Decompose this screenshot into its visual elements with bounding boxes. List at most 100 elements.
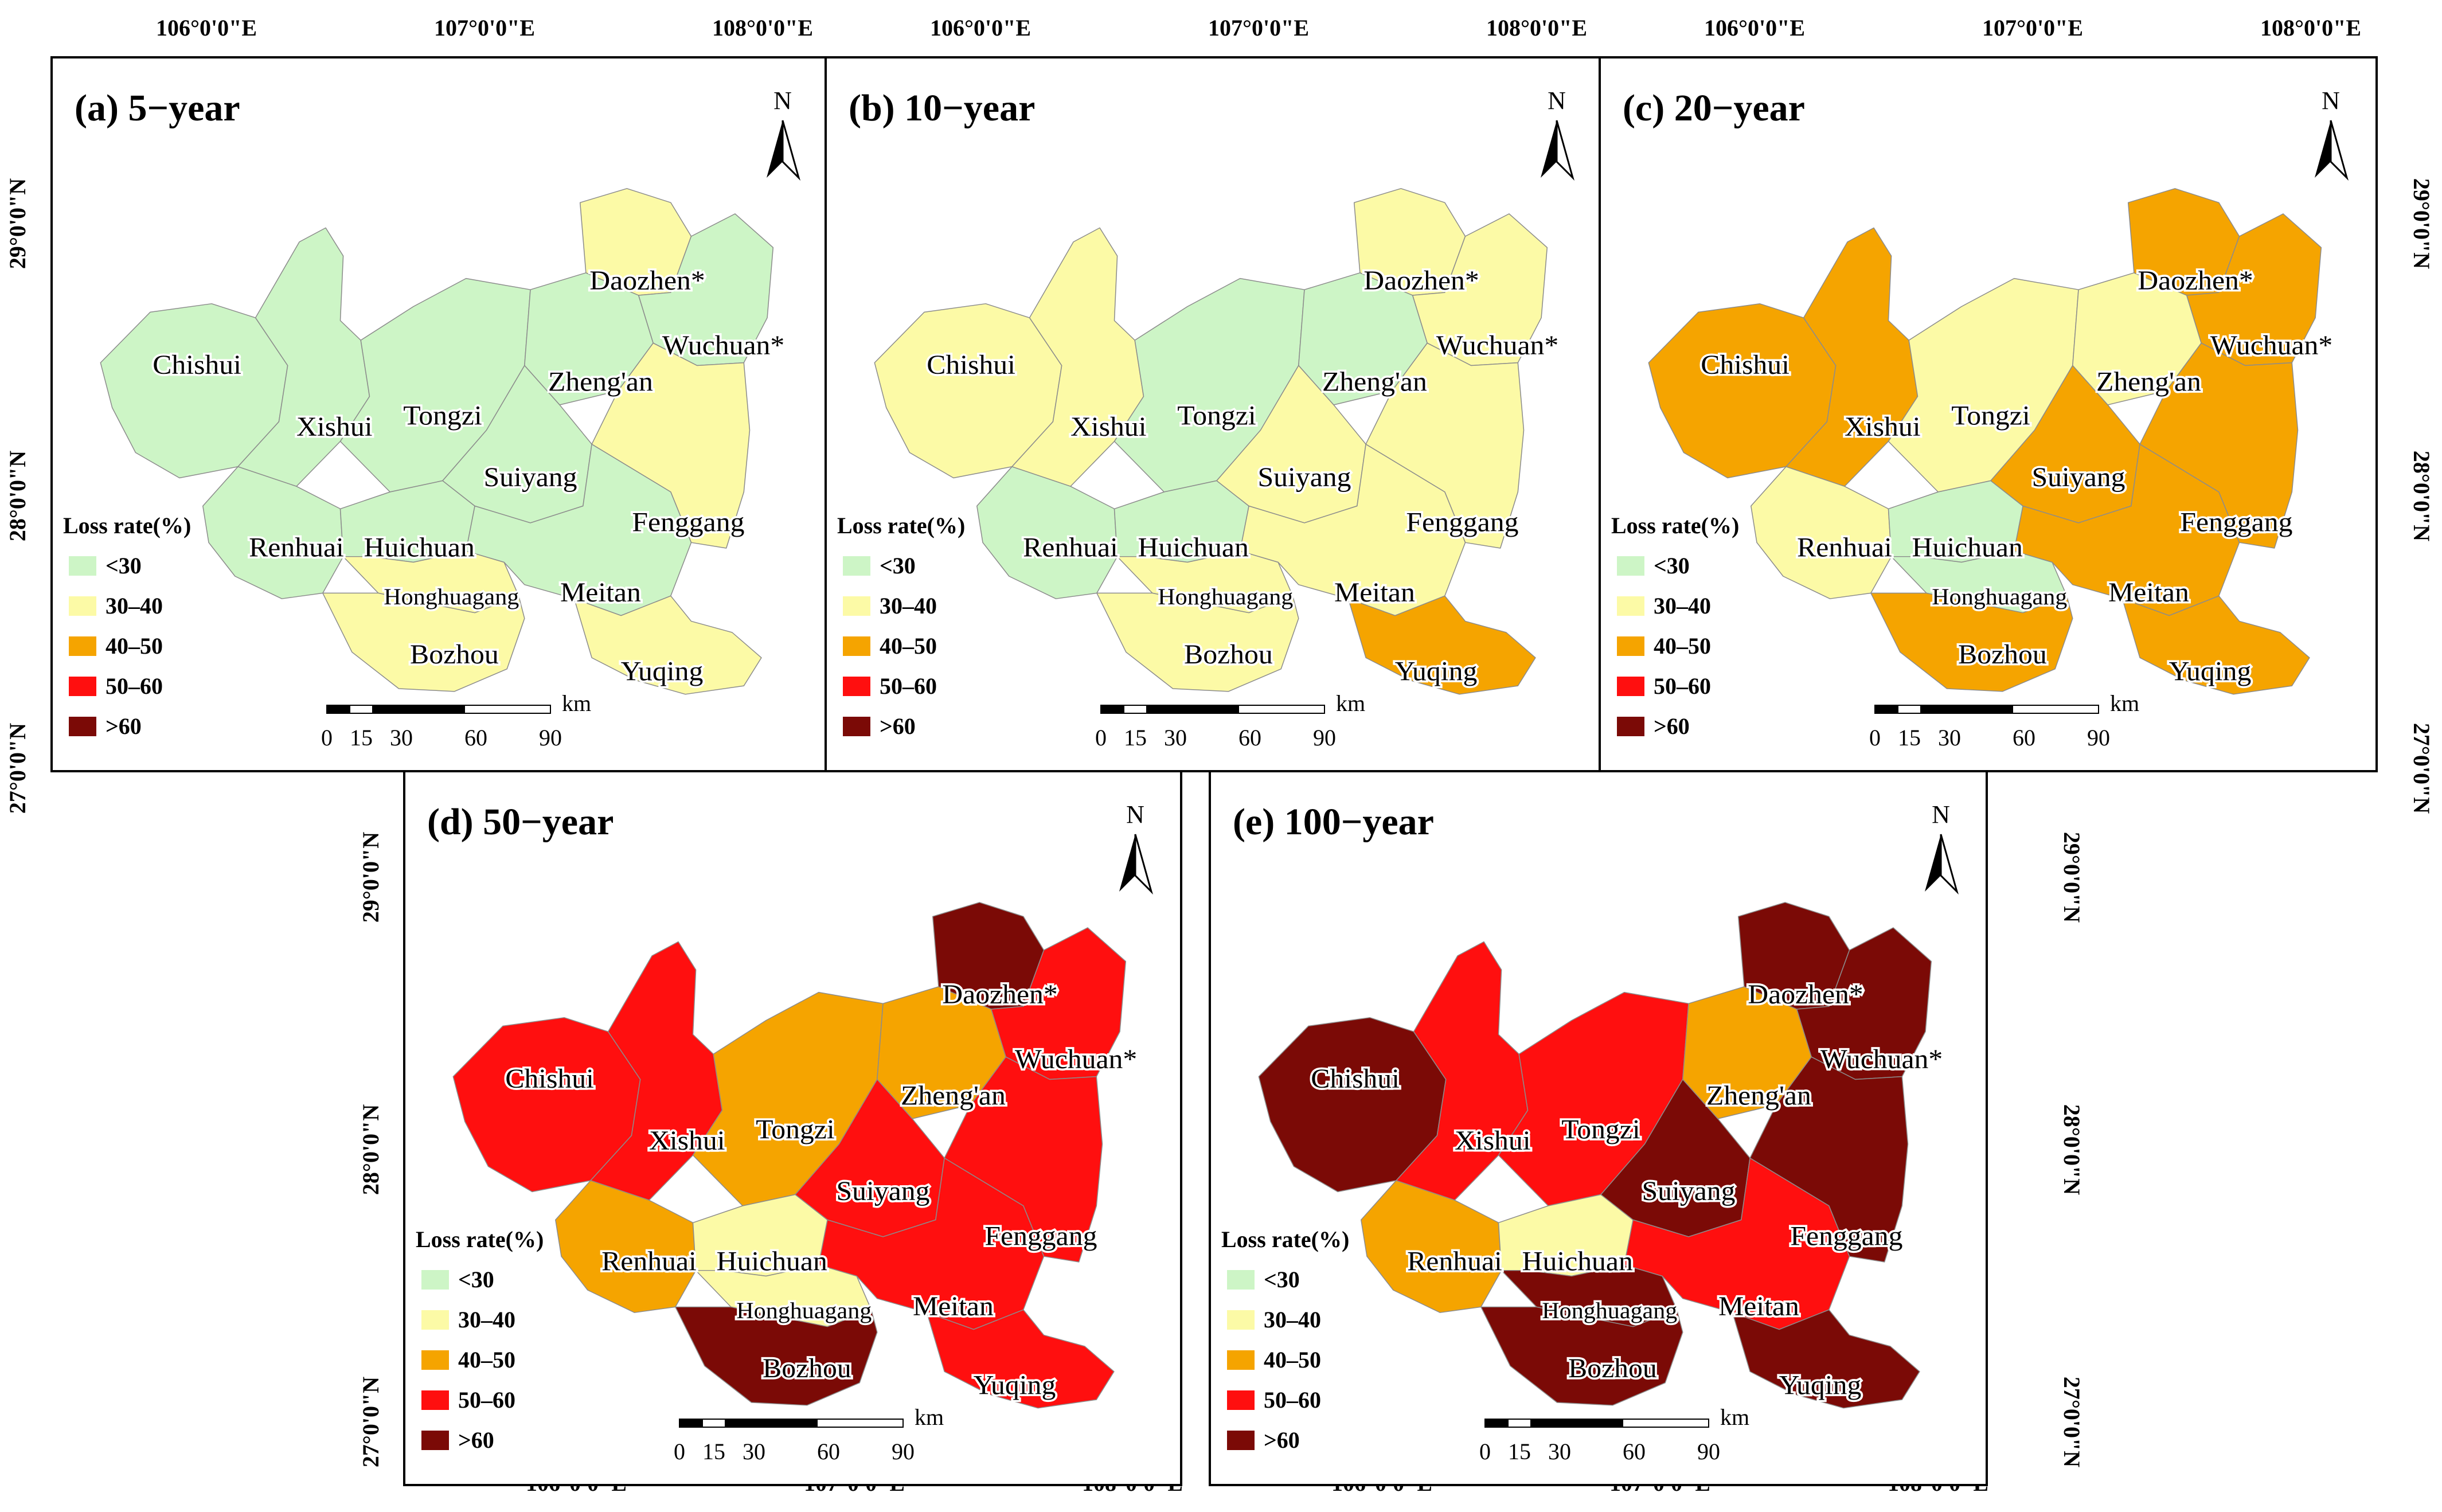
county-label: Huichuan [1522,1247,1633,1277]
map-panel: (b) 10−year Chishui Xishui Tongzi Zheng'an Da… [825,56,1604,772]
legend: Loss rate(%) <30 30–40 40–50 50–60 >60 [63,513,191,739]
scale-tick: 15 [1124,725,1147,751]
county-label: Meitan [913,1291,994,1322]
north-arrow-left [2315,120,2331,178]
legend-label: >60 [1264,1427,1300,1453]
longitude-label: 106°0'0"E [156,15,257,41]
county-label: Chishui [153,350,241,380]
county-wuchuan[interactable] [1796,927,1932,1080]
scale-tick: 60 [1238,725,1261,751]
legend-swatch [69,677,96,696]
county-label: Huichuan [364,533,475,563]
scale-segment [464,705,551,714]
county-label: Xishui [649,1126,725,1156]
county-label: Bozhou [1958,639,2047,670]
county-label: Renhuai [1023,533,1118,563]
longitude-label: 107°0'0"E [1208,15,1309,41]
legend-label: 30–40 [106,593,163,619]
county-renhuai[interactable] [555,1180,697,1313]
north-arrow-icon: N [1119,800,1153,895]
legend-swatch [421,1390,449,1410]
map-panel: (c) 20−year Chishui Xishui Tongzi Zheng'an Da… [1599,56,2378,772]
legend-swatch [1227,1310,1255,1330]
county-label: Daozhen* [2138,265,2253,296]
county-yuqing[interactable] [926,1309,1115,1409]
north-arrow-right [1556,120,1574,181]
scale-tick: 60 [2013,725,2035,751]
county-renhuai[interactable] [202,466,344,599]
panel-title: (a) 5−year [75,87,240,129]
legend-label: 30–40 [458,1307,515,1333]
legend-swatch [421,1431,449,1450]
county-yuqing[interactable] [573,595,762,695]
north-arrow-label: N [1548,87,1566,115]
legend-swatch [843,556,870,576]
scale-tick: 0 [321,725,333,751]
scale-tick: 0 [1479,1439,1491,1464]
county-wuchuan[interactable] [1412,213,1548,366]
scale-unit: km [1720,1404,1749,1430]
county-label: Huichuan [717,1247,827,1277]
county-label: Renhuai [1797,533,1892,563]
north-arrow-right [1134,834,1153,895]
county-label: Wuchuan* [1015,1044,1137,1075]
scale-segment [1530,1419,1554,1428]
scale-bar: km 0 15 30 60 90 [321,690,591,751]
panel-title: (d) 50−year [427,801,614,843]
scale-segment [1920,705,1944,714]
county-label: Meitan [560,577,641,608]
county-label: Bozhou [1184,639,1273,670]
legend-swatch [1617,636,1644,656]
north-arrow-icon: N [1925,800,1959,895]
county-label: Honghuagang [1158,584,1293,610]
county-yuqing[interactable] [2121,595,2310,695]
county-label: Suiyang [484,462,577,493]
latitude-label: 29°0'0"N [358,832,384,923]
county-bozhou[interactable] [1480,1306,1683,1406]
county-renhuai[interactable] [976,466,1118,599]
county-renhuai[interactable] [1751,466,1892,599]
county-label: Xishui [296,412,373,442]
county-bozhou[interactable] [675,1306,878,1406]
county-label: Tongzi [1561,1114,1640,1144]
north-arrow-left [1541,120,1557,178]
scale-segment [1943,705,2013,714]
panel-title: (e) 100−year [1233,801,1434,843]
latitude-label: 29°0'0"N [2059,832,2085,923]
scale-segment [349,705,373,714]
county-label: Tongzi [1951,400,2030,431]
county-wuchuan[interactable] [2186,213,2322,366]
legend-swatch [1227,1270,1255,1290]
latitude-label: 28°0'0"N [358,1104,384,1195]
county-label: Wuchuan* [1436,330,1558,361]
legend-swatch [1617,677,1644,696]
county-label: Chishui [1311,1064,1400,1094]
scale-segment [1622,1419,1709,1428]
county-label: Suiyang [1258,462,1351,493]
county-renhuai[interactable] [1361,1180,1502,1313]
legend-label: >60 [880,713,916,739]
county-bozhou[interactable] [1870,592,2073,692]
scale-tick: 30 [390,725,413,751]
longitude-label: 108°0'0"E [1486,15,1587,41]
county-wuchuan[interactable] [990,927,1127,1080]
scale-segment [1484,1419,1509,1428]
legend-swatch [1227,1390,1255,1410]
scale-tick: 90 [539,725,562,751]
scale-segment [1238,705,1325,714]
scale-tick: 90 [892,1439,915,1464]
legend-label: 50–60 [106,673,163,699]
county-wuchuan[interactable] [638,213,774,366]
longitude-label: 107°0'0"E [434,15,535,41]
county-yuqing[interactable] [1347,595,1536,695]
legend-swatch [69,556,96,576]
county-map: Chishui Xishui Tongzi Zheng'an Daozhen* Wuchu… [100,188,787,695]
county-bozhou[interactable] [322,592,525,692]
county-bozhou[interactable] [1096,592,1299,692]
county-label: Bozhou [1568,1353,1657,1384]
legend-label: 40–50 [458,1347,515,1373]
legend-title: Loss rate(%) [837,513,965,538]
county-label: Chishui [927,350,1015,380]
latitude-label: 27°0'0"N [2409,723,2435,814]
county-yuqing[interactable] [1732,1309,1920,1409]
